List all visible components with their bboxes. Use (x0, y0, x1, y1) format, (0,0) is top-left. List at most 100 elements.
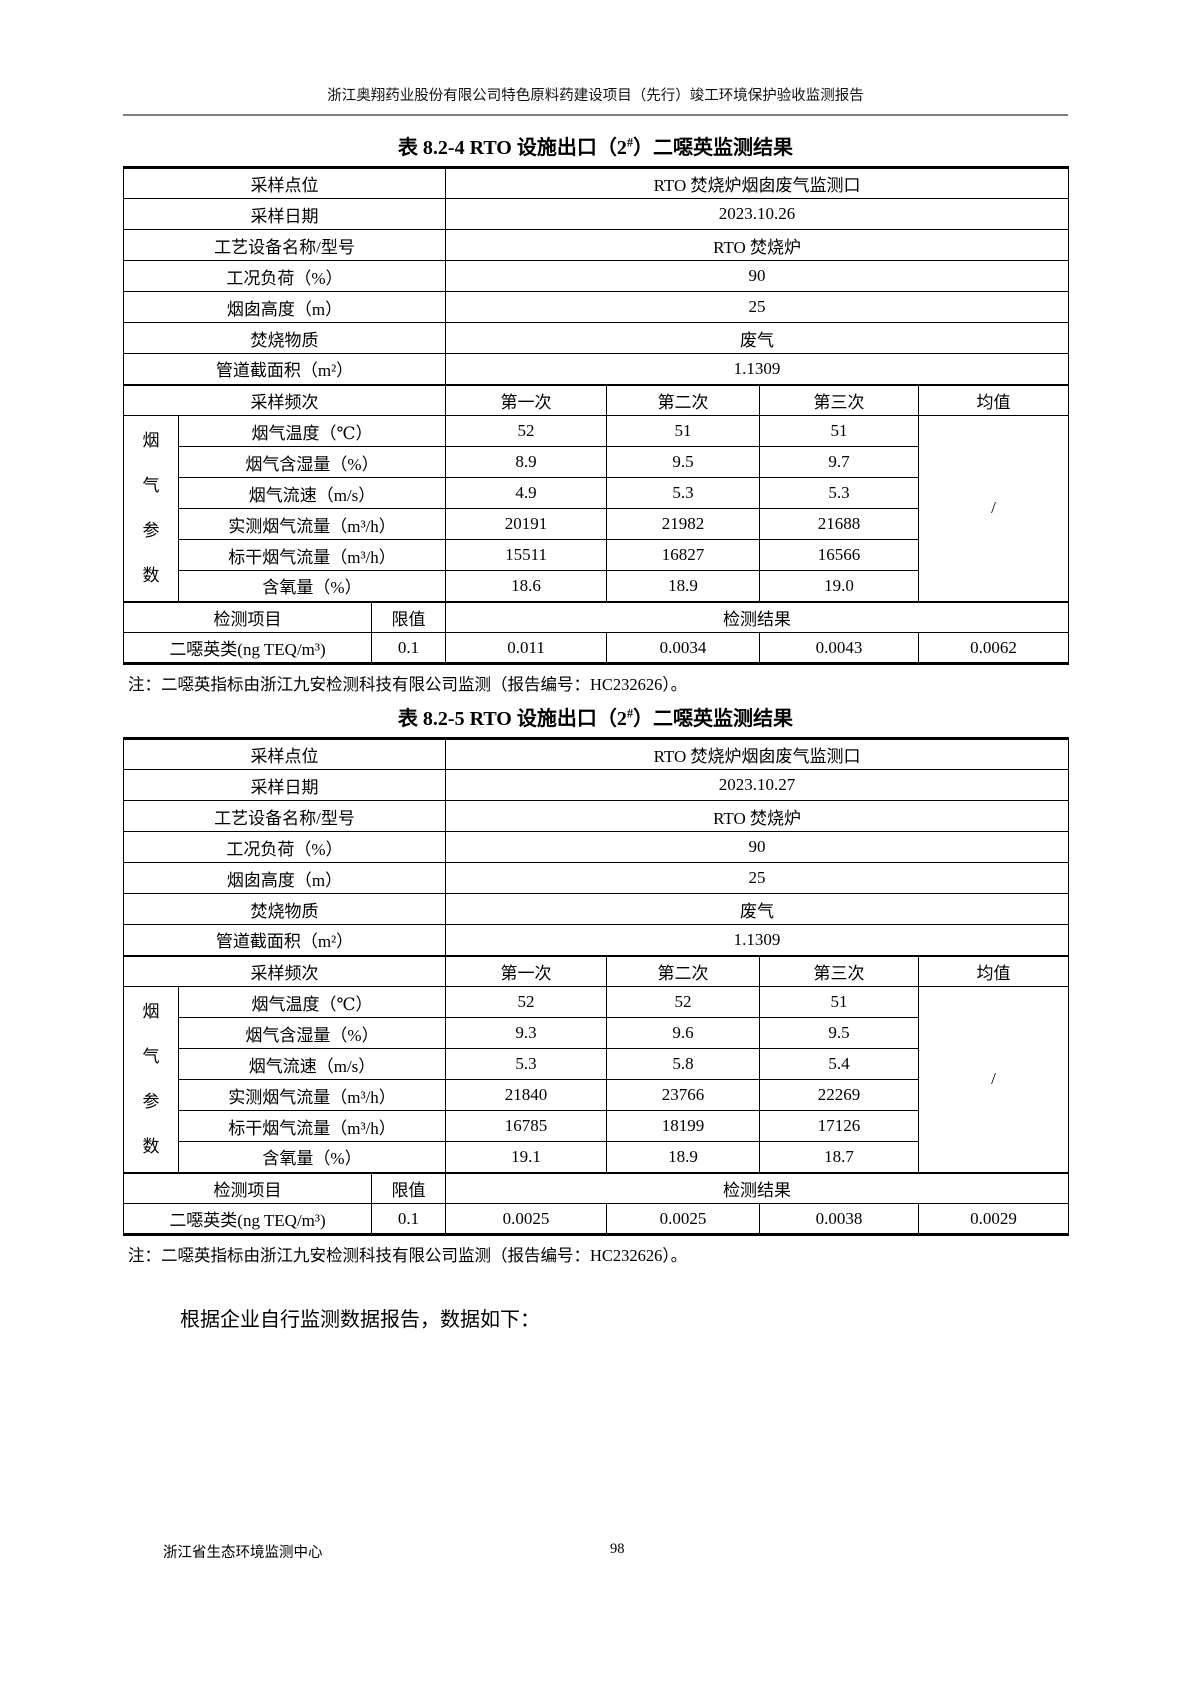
footer-page-number: 98 (610, 1541, 625, 1557)
param-value: 5.3 (606, 477, 761, 509)
dioxin-row: 二噁英类(ng TEQ/m³) 0.1 0.011 0.0034 0.0043 … (123, 632, 1070, 664)
detect-limit-header: 限值 (370, 600, 447, 633)
info-label: 烟囱高度（m） (122, 862, 447, 894)
dioxin-mean: 0.0029 (918, 1203, 1070, 1235)
param-value: 20191 (445, 508, 608, 540)
table-2-title-suffix: ）二噁英监测结果 (633, 708, 794, 730)
param-mean-placeholder: / (918, 415, 1070, 602)
frequency-label: 采样频次 (122, 383, 447, 416)
param-value: 21982 (606, 508, 761, 540)
table-row: 采样日期 2023.10.26 (122, 198, 1070, 230)
frequency-col-1: 第一次 (445, 954, 608, 987)
monitoring-table-1: 采样点位 RTO 焚烧炉烟囱废气监测口 采样日期 2023.10.26 工艺设备名称… (122, 166, 1070, 665)
table-row: 管道截面积（m²） 1.1309 (122, 924, 1070, 956)
dioxin-mean: 0.0062 (918, 632, 1070, 664)
table-2-title: 表 8.2-5 RTO 设施出口（2#）二噁英监测结果 (123, 702, 1068, 731)
frequency-col-mean: 均值 (918, 954, 1070, 987)
info-value: 90 (445, 831, 1070, 863)
table-1-title-text: 表 8.2-4 RTO 设施出口（2 (397, 137, 627, 159)
param-value: 18.9 (606, 570, 761, 602)
dioxin-value: 0.0038 (759, 1203, 920, 1235)
info-value: RTO 焚烧炉 (445, 800, 1070, 832)
param-row: 烟气流速（m/s） 4.9 5.3 5.3 (124, 477, 1069, 509)
param-value: 52 (445, 986, 608, 1018)
param-row: 标干烟气流量（m³/h） 15511 16827 16566 (124, 539, 1069, 571)
footer-organization: 浙江省生态环境监测中心 (163, 1545, 323, 1561)
dioxin-limit: 0.1 (370, 632, 447, 664)
frequency-col-3: 第三次 (759, 383, 920, 416)
dioxin-value: 0.0034 (606, 632, 761, 664)
table-2-note: 注：二噁英指标由浙江九安检测科技有限公司监测（报告编号：HC232626）。 (128, 1246, 688, 1265)
param-value: 22269 (759, 1079, 920, 1111)
info-value: 25 (445, 862, 1070, 894)
param-value: 16566 (759, 539, 920, 571)
info-label: 管道截面积（m²） (122, 353, 447, 385)
param-group-label: 烟 气 参 数 (123, 415, 179, 602)
param-value: 9.5 (759, 1017, 920, 1049)
detect-limit-header: 限值 (370, 1171, 447, 1204)
dioxin-label: 二噁英类(ng TEQ/m³) (123, 1203, 372, 1235)
param-value: 51 (759, 415, 920, 447)
frequency-col-mean: 均值 (918, 383, 1070, 416)
param-value: 15511 (445, 539, 608, 571)
param-value: 9.6 (606, 1017, 761, 1049)
frequency-col-1: 第一次 (445, 383, 608, 416)
param-value: 16785 (445, 1110, 608, 1142)
monitoring-table-2: 采样点位 RTO 焚烧炉烟囱废气监测口 采样日期 2023.10.27 工艺设备名称… (122, 737, 1070, 1236)
param-row: 标干烟气流量（m³/h） 16785 18199 17126 (124, 1110, 1069, 1142)
table-1-title-superscript: # (626, 135, 634, 150)
table-row: 管道截面积（m²） 1.1309 (122, 353, 1070, 385)
param-mean-placeholder: / (918, 986, 1070, 1173)
table-row: 工况负荷（%） 90 (122, 260, 1070, 292)
dioxin-value: 0.0025 (445, 1203, 608, 1235)
detect-result-header: 检测结果 (445, 600, 1070, 633)
param-value: 19.0 (759, 570, 920, 602)
param-value: 23766 (606, 1079, 761, 1111)
info-value: 25 (445, 291, 1070, 323)
param-value: 21840 (445, 1079, 608, 1111)
param-value: 5.3 (445, 1048, 608, 1080)
frequency-col-2: 第二次 (606, 954, 761, 987)
param-row: 烟气流速（m/s） 5.3 5.8 5.4 (124, 1048, 1069, 1080)
param-value: 9.7 (759, 446, 920, 478)
report-header-title: 浙江奥翔药业股份有限公司特色原料药建设项目（先行）竣工环境保护验收监测报告 (327, 88, 864, 104)
param-row: 烟 气 参 数 烟气温度（℃） 52 51 51 / (123, 415, 1070, 602)
param-value: 4.9 (445, 477, 608, 509)
param-label: 标干烟气流量（m³/h） (177, 1110, 447, 1142)
param-value: 19.1 (445, 1141, 608, 1173)
param-value: 52 (445, 415, 608, 447)
param-value: 51 (759, 986, 920, 1018)
param-value: 52 (606, 986, 761, 1018)
detect-result-header: 检测结果 (445, 1171, 1070, 1204)
info-label: 工况负荷（%） (122, 260, 447, 292)
param-label: 烟气含湿量（%） (177, 1017, 447, 1049)
param-row: 烟气含湿量（%） 9.3 9.6 9.5 (124, 1017, 1069, 1049)
param-label: 烟气流速（m/s） (177, 477, 447, 509)
info-label: 工况负荷（%） (122, 831, 447, 863)
table-row: 焚烧物质 废气 (122, 322, 1070, 354)
param-label: 烟气含湿量（%） (177, 446, 447, 478)
dioxin-value: 0.0025 (606, 1203, 761, 1235)
info-value: 2023.10.26 (445, 198, 1070, 230)
info-label: 采样日期 (122, 198, 447, 230)
info-label: 工艺设备名称/型号 (122, 229, 447, 261)
param-value: 51 (606, 415, 761, 447)
dioxin-value: 0.011 (445, 632, 608, 664)
info-value: 废气 (445, 893, 1070, 925)
param-label: 含氧量（%） (177, 1141, 447, 1173)
param-label: 烟气流速（m/s） (177, 1048, 447, 1080)
dioxin-row: 二噁英类(ng TEQ/m³) 0.1 0.0025 0.0025 0.0038… (123, 1203, 1070, 1235)
table-1-title-suffix: ）二噁英监测结果 (633, 137, 794, 159)
param-value: 21688 (759, 508, 920, 540)
table-row: 烟囱高度（m） 25 (122, 291, 1070, 323)
info-value: RTO 焚烧炉烟囱废气监测口 (445, 738, 1070, 770)
info-value: 废气 (445, 322, 1070, 354)
param-label: 烟气温度（℃） (177, 415, 447, 447)
info-value: 1.1309 (445, 924, 1070, 956)
info-label: 焚烧物质 (122, 322, 447, 354)
param-value: 9.5 (606, 446, 761, 478)
table-row: 工艺设备名称/型号 RTO 焚烧炉 (122, 229, 1070, 261)
table-2-title-text: 表 8.2-5 RTO 设施出口（2 (397, 708, 627, 730)
detect-header-row: 检测项目 限值 检测结果 (123, 1171, 1070, 1204)
detect-header-row: 检测项目 限值 检测结果 (123, 600, 1070, 633)
